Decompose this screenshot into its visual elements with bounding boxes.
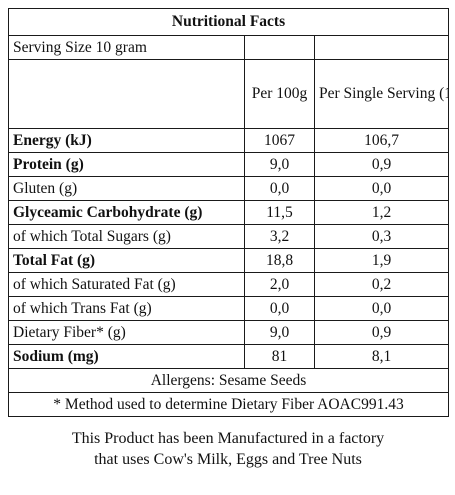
nutrient-per-100g: 3,2 <box>244 224 315 249</box>
nutrient-per-serving: 0,9 <box>313 320 450 345</box>
nutrient-row-gluten: Gluten (g) 0,0 0,0 <box>8 176 450 201</box>
method-row: * Method used to determine Dietary Fiber… <box>7 392 450 417</box>
nutrient-row-carbohydrate: Glyceamic Carbohydrate (g) 11,5 1,2 <box>8 200 450 225</box>
nutrient-name: of which Trans Fat (g) <box>8 296 245 321</box>
serving-size-blank-1 <box>244 35 315 60</box>
header-blank <box>8 59 245 129</box>
nutrient-row-protein: Protein (g) 9,0 0,9 <box>8 152 450 177</box>
serving-size-row: Serving Size 10 gram <box>8 35 450 60</box>
allergens-text: Allergens: Sesame Seeds <box>7 368 450 393</box>
allergens-row: Allergens: Sesame Seeds <box>7 368 450 393</box>
nutrient-per-serving: 0,0 <box>313 296 450 321</box>
nutrient-name: of which Saturated Fat (g) <box>8 272 245 297</box>
nutrient-row-sodium: Sodium (mg) 81 8,1 <box>8 344 450 369</box>
factory-statement-line-2: that uses Cow's Milk, Eggs and Tree Nuts <box>94 451 362 468</box>
nutrient-row-energy: Energy (kJ) 1067 106,7 <box>8 128 450 153</box>
title-row: Nutritional Facts <box>7 8 450 36</box>
nutrient-per-100g: 9,0 <box>244 320 315 345</box>
method-note: * Method used to determine Dietary Fiber… <box>7 392 450 417</box>
nutrient-row-total-fat: Total Fat (g) 18,8 1,9 <box>8 248 450 273</box>
nutrient-row-trans-fat: of which Trans Fat (g) 0,0 0,0 <box>8 296 450 321</box>
nutrient-name: Energy (kJ) <box>8 128 245 153</box>
nutrient-name: of which Total Sugars (g) <box>8 224 245 249</box>
column-header-row: Per 100g Per Single Serving (10 Gram) <box>8 59 450 129</box>
serving-size-blank-2 <box>313 35 450 60</box>
nutrition-table: Nutritional Facts Serving Size 10 gram P… <box>7 8 450 417</box>
nutrient-row-dietary-fiber: Dietary Fiber* (g) 9,0 0,9 <box>8 320 450 345</box>
nutrient-name: Total Fat (g) <box>8 248 245 273</box>
nutrient-per-100g: 2,0 <box>244 272 315 297</box>
nutrition-facts-panel: Nutritional Facts Serving Size 10 gram P… <box>7 8 450 417</box>
nutrient-name: Protein (g) <box>8 152 245 177</box>
nutrient-per-serving: 0,2 <box>313 272 450 297</box>
nutrient-name: Glyceamic Carbohydrate (g) <box>8 200 245 225</box>
nutrient-per-100g: 81 <box>244 344 315 369</box>
factory-statement: This Product has been Manufactured in a … <box>8 428 448 470</box>
nutrient-per-100g: 0,0 <box>244 296 315 321</box>
header-per-serving: Per Single Serving (10 Gram) <box>313 59 450 129</box>
nutrient-name: Dietary Fiber* (g) <box>8 320 245 345</box>
header-per-100g: Per 100g <box>244 59 315 129</box>
nutrient-name: Gluten (g) <box>8 176 245 201</box>
table-title: Nutritional Facts <box>7 8 450 36</box>
nutrient-per-100g: 1067 <box>244 128 315 153</box>
nutrient-per-100g: 0,0 <box>244 176 315 201</box>
nutrient-per-100g: 9,0 <box>244 152 315 177</box>
nutrient-per-100g: 11,5 <box>244 200 315 225</box>
nutrient-per-serving: 106,7 <box>313 128 450 153</box>
nutrient-name: Sodium (mg) <box>8 344 245 369</box>
nutrient-per-serving: 1,2 <box>313 200 450 225</box>
factory-statement-line-1: This Product has been Manufactured in a … <box>71 430 385 447</box>
nutrient-per-serving: 0,0 <box>313 176 450 201</box>
nutrient-per-serving: 0,3 <box>313 224 450 249</box>
serving-size: Serving Size 10 gram <box>8 35 245 60</box>
nutrient-per-serving: 8,1 <box>313 344 450 369</box>
nutrient-per-serving: 0,9 <box>313 152 450 177</box>
nutrient-per-100g: 18,8 <box>244 248 315 273</box>
nutrient-per-serving: 1,9 <box>313 248 450 273</box>
nutrient-row-saturated-fat: of which Saturated Fat (g) 2,0 0,2 <box>8 272 450 297</box>
nutrient-row-sugars: of which Total Sugars (g) 3,2 0,3 <box>8 224 450 249</box>
